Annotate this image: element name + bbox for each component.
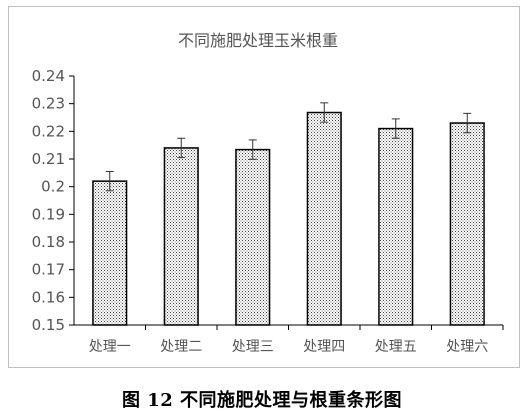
x-tick-label: 处理五	[375, 339, 417, 355]
x-tick-label: 处理四	[303, 339, 345, 355]
bar	[306, 111, 342, 326]
bar	[449, 122, 485, 326]
y-tick-label: 0.22	[32, 122, 65, 140]
y-tick-label: 0.17	[32, 261, 65, 279]
chart-title: 不同施肥处理玉米根重	[178, 31, 338, 50]
bar	[378, 127, 414, 326]
y-tick-label: 0.15	[32, 316, 65, 334]
y-tick-label: 0.19	[32, 205, 65, 223]
y-tick-label: 0.2	[41, 178, 65, 196]
x-tick-label: 处理六	[446, 339, 488, 355]
y-axis: 0.15 0.16 0.17 0.18 0.19 0.2 0.21 0.22 0.23 0.24	[32, 67, 75, 334]
x-tick-label: 处理一	[89, 339, 131, 355]
y-tick-label: 0.23	[32, 95, 65, 113]
bar	[163, 147, 199, 326]
x-tick-label: 处理二	[160, 339, 202, 355]
bar	[92, 180, 128, 326]
bars	[92, 102, 485, 326]
y-tick-label: 0.18	[32, 233, 65, 251]
chart: 不同施肥处理玉米根重 0.150.160.170.180.190.20.210.…	[8, 6, 520, 368]
y-tick-label: 0.16	[32, 288, 65, 306]
figure-caption: 图 12 不同施肥处理与根重条形图	[121, 390, 403, 411]
x-tick-label: 处理三	[232, 339, 274, 355]
x-axis: 处理一 处理二 处理三 处理四 处理五 处理六	[74, 324, 504, 355]
y-tick-label: 0.21	[32, 150, 65, 168]
bar	[235, 148, 271, 326]
y-tick-label: 0.24	[32, 67, 65, 85]
